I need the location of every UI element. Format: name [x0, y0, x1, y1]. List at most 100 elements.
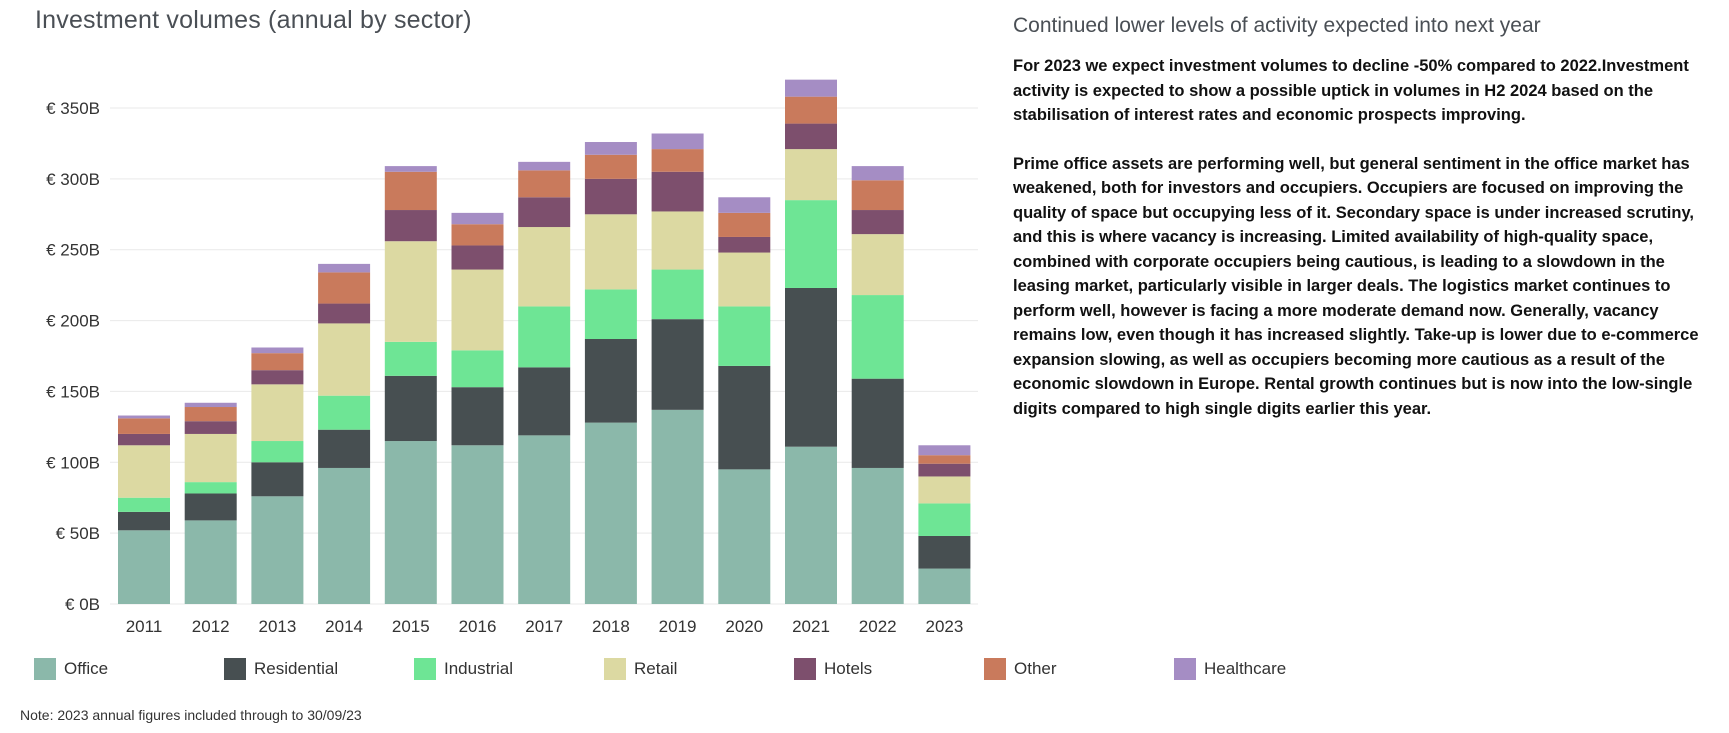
bar-segment-other-2014 — [318, 272, 371, 304]
bar-segment-retail-2020 — [718, 252, 771, 307]
bar-segment-residential-2013 — [251, 462, 304, 497]
legend-label: Other — [1014, 659, 1057, 678]
bar-segment-industrial-2022 — [851, 295, 904, 379]
legend-label: Hotels — [824, 659, 873, 678]
legend-swatch — [794, 658, 816, 680]
bar-segment-industrial-2013 — [251, 441, 304, 463]
x-tick-label: 2011 — [126, 617, 163, 636]
x-tick-label: 2013 — [258, 617, 296, 636]
bar-segment-retail-2015 — [384, 241, 437, 342]
legend-item-industrial: Industrial — [414, 658, 604, 680]
y-axis-ticks: € 0B € 50B € 100B € 150B € 200B € 250B € 300B €… — [46, 99, 100, 614]
bar-segment-industrial-2018 — [584, 289, 637, 339]
bar-segment-residential-2014 — [318, 429, 371, 468]
bar-segment-hotels-2019 — [651, 171, 704, 212]
bar-segment-healthcare-2013 — [251, 347, 304, 354]
bar-segment-retail-2013 — [251, 384, 304, 442]
bar-segment-hotels-2011 — [118, 433, 170, 446]
bar-segment-hotels-2020 — [718, 236, 771, 253]
bar-segment-other-2019 — [651, 149, 704, 172]
bar-segment-retail-2017 — [518, 227, 571, 307]
bar-segment-healthcare-2022 — [851, 166, 904, 181]
bar-segment-hotels-2012 — [184, 421, 237, 434]
bar-segment-residential-2022 — [851, 378, 904, 468]
legend-swatch — [34, 658, 56, 680]
x-axis-ticks: 2011 2012 2013 2014 2015 2016 2017 2018 2019 2020… — [126, 617, 964, 636]
bar-segment-residential-2012 — [184, 493, 237, 521]
x-tick-label: 2015 — [392, 617, 430, 636]
bar-segment-industrial-2017 — [518, 306, 571, 368]
bar-segment-industrial-2011 — [118, 497, 170, 512]
bar-segment-other-2020 — [718, 212, 771, 237]
legend: Office Residential Industrial Retail Hotels O… — [34, 658, 1364, 680]
y-tick-label: € 300B — [46, 170, 100, 189]
bar-segment-residential-2019 — [651, 319, 704, 410]
legend-item-healthcare: Healthcare — [1174, 658, 1364, 680]
x-tick-label: 2023 — [925, 617, 963, 636]
y-tick-label: € 350B — [46, 99, 100, 118]
bar-segment-residential-2023 — [918, 535, 971, 569]
bar-segment-retail-2021 — [785, 149, 837, 201]
commentary-paragraph-2: Prime office assets are performing well,… — [1013, 154, 1699, 418]
bar-segment-office-2023 — [918, 568, 971, 604]
x-tick-label: 2020 — [725, 617, 763, 636]
bar-segment-industrial-2016 — [451, 350, 504, 388]
x-tick-label: 2018 — [592, 617, 630, 636]
bar-segment-retail-2023 — [918, 476, 971, 504]
bar-segment-healthcare-2019 — [651, 133, 704, 150]
bar-segment-industrial-2020 — [718, 306, 771, 366]
bar-segment-industrial-2015 — [384, 341, 437, 376]
bar-segment-other-2013 — [251, 353, 304, 371]
y-tick-label: € 0B — [65, 595, 100, 614]
bar-segment-other-2018 — [584, 154, 637, 179]
bar-segment-hotels-2021 — [785, 123, 837, 150]
bar-segment-retail-2019 — [651, 211, 704, 270]
bar-segment-healthcare-2020 — [718, 197, 771, 213]
x-tick-label: 2014 — [325, 617, 363, 636]
bar-segment-other-2017 — [518, 170, 571, 198]
bar-segment-retail-2018 — [584, 214, 637, 290]
bar-segment-hotels-2022 — [851, 210, 904, 235]
bar-segment-residential-2020 — [718, 365, 771, 470]
stacked-bar-chart: € 0B € 50B € 100B € 150B € 200B € 250B € 300B €… — [46, 79, 978, 636]
bars — [118, 79, 971, 604]
x-tick-label: 2016 — [459, 617, 497, 636]
x-tick-label: 2022 — [859, 617, 897, 636]
legend-item-office: Office — [34, 658, 224, 680]
legend-label: Healthcare — [1204, 659, 1287, 678]
y-tick-label: € 250B — [46, 241, 100, 260]
bar-segment-residential-2016 — [451, 387, 504, 446]
bar-segment-other-2023 — [918, 455, 971, 464]
bar-segment-retail-2014 — [318, 323, 371, 396]
bar-segment-other-2012 — [184, 407, 237, 422]
legend-item-residential: Residential — [224, 658, 414, 680]
legend-item-hotels: Hotels — [794, 658, 984, 680]
bar-segment-industrial-2021 — [785, 200, 837, 288]
x-tick-label: 2012 — [192, 617, 230, 636]
commentary-panel: Continued lower levels of activity expec… — [1013, 14, 1719, 445]
bar-segment-healthcare-2011 — [118, 415, 170, 419]
bar-segment-industrial-2012 — [184, 482, 237, 494]
bar-segment-other-2021 — [785, 96, 837, 124]
bar-segment-hotels-2013 — [251, 370, 304, 385]
legend-label: Retail — [634, 659, 678, 678]
bar-segment-office-2020 — [718, 469, 771, 604]
commentary-title: Continued lower levels of activity expec… — [1013, 14, 1541, 37]
bar-segment-hotels-2018 — [584, 178, 637, 215]
bar-segment-office-2013 — [251, 496, 304, 604]
y-tick-label: € 200B — [46, 312, 100, 331]
bar-segment-healthcare-2023 — [918, 445, 971, 456]
y-tick-label: € 150B — [46, 382, 100, 401]
legend-swatch — [984, 658, 1006, 680]
bar-segment-office-2021 — [785, 446, 837, 604]
legend-swatch — [1174, 658, 1196, 680]
bar-segment-healthcare-2016 — [451, 212, 504, 225]
x-tick-label: 2017 — [525, 617, 563, 636]
bar-segment-healthcare-2018 — [584, 142, 637, 155]
legend-swatch — [604, 658, 626, 680]
bar-segment-residential-2018 — [584, 338, 637, 423]
bar-segment-healthcare-2014 — [318, 263, 371, 273]
bar-segment-retail-2011 — [118, 445, 170, 498]
bar-segment-healthcare-2021 — [785, 79, 837, 97]
legend-item-retail: Retail — [604, 658, 794, 680]
